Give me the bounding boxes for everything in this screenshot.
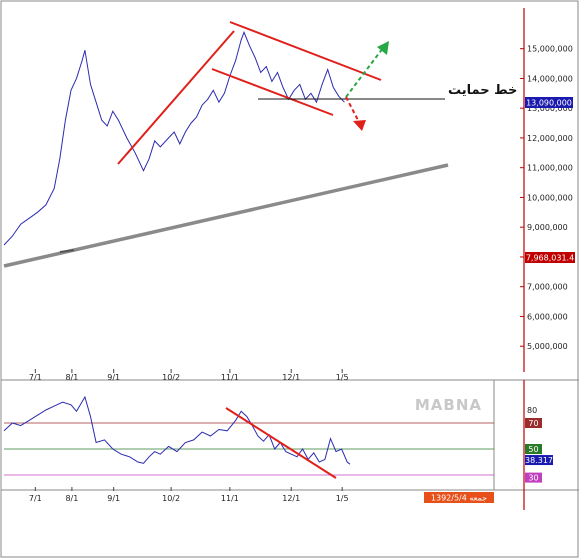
rsi-x-ticks: 7/1 8/1 9/1 10/2 11/1 12/1 1/5 [29,487,349,503]
price-y-tick-label: 9,000,000 [527,223,568,232]
channel-upper-line [229,21,382,81]
price-x-tick-label: 11/1 [221,373,239,382]
bearish-arrow-head [353,120,366,131]
rsi-x-tick-label: 12/1 [282,494,300,503]
rsi-downtrend-line [225,407,337,479]
price-x-tick-label: 12/1 [282,373,300,382]
rsi-badge-30: 30 [525,472,542,483]
price-y-tick-label: 15,000,000 [527,45,573,54]
svg-text:70: 70 [528,419,538,428]
bullish-arrow-head [377,41,389,55]
rsi-badge-50: 50 [525,444,542,454]
date-badge: 1392/5/4 جمعه [424,492,494,503]
trendline-value-badge: 7,968,031.4 [525,252,575,263]
price-y-ticks: 15,000,000 14,000,000 13,000,000 12,000,000… [520,45,573,351]
price-x-tick-label: 7/1 [29,373,42,382]
trendline-marker [59,249,75,253]
price-series-line [3,30,345,246]
rsi-x-tick-label: 1/5 [336,494,349,503]
price-y-tick-label: 12,000,000 [527,134,573,143]
last-price-badge: 13,090,000 [525,97,573,108]
price-y-tick-label: 6,000,000 [527,312,568,321]
rsi-tick-80: 80 [527,406,537,415]
rsi-x-tick-label: 10/2 [162,494,180,503]
rsi-x-tick-label: 9/1 [107,494,120,503]
long-term-trendline [3,163,449,268]
svg-text:13,090,000: 13,090,000 [526,99,572,108]
bearish-arrow-shaft [345,96,361,125]
price-x-tick-label: 1/5 [336,373,349,382]
rsi-x-tick-label: 7/1 [29,494,42,503]
svg-text:38.317: 38.317 [525,456,553,465]
watermark: MABNA [415,396,482,414]
svg-text:50: 50 [528,445,538,454]
uptrend-line [117,30,235,165]
price-y-tick-label: 10,000,000 [527,193,573,202]
svg-text:1392/5/4 جمعه: 1392/5/4 جمعه [431,494,487,503]
price-y-tick-label: 13,000,000 [527,104,573,113]
rsi-badge-current: 38.317 [525,455,553,466]
price-x-tick-label: 9/1 [107,373,120,382]
rsi-x-tick-label: 8/1 [65,494,78,503]
price-y-tick-label: 7,000,000 [527,283,568,292]
svg-text:7,968,031.4: 7,968,031.4 [526,254,574,263]
price-x-tick-label: 8/1 [65,373,78,382]
support-label: خط حمایت [448,83,517,98]
price-y-tick-label: 5,000,000 [527,342,568,351]
rsi-series-line [3,395,351,465]
svg-text:30: 30 [528,474,538,483]
price-y-tick-label: 11,000,000 [527,164,573,173]
price-x-ticks: 7/1 8/1 9/1 10/2 11/1 12/1 1/5 [29,369,349,382]
channel-lower-line [211,68,334,116]
price-y-tick-label: 14,000,000 [527,74,573,83]
rsi-badge-70: 70 [525,418,542,428]
price-x-tick-label: 10/2 [162,373,180,382]
bullish-arrow-shaft [345,47,384,98]
rsi-x-tick-label: 11/1 [221,494,239,503]
